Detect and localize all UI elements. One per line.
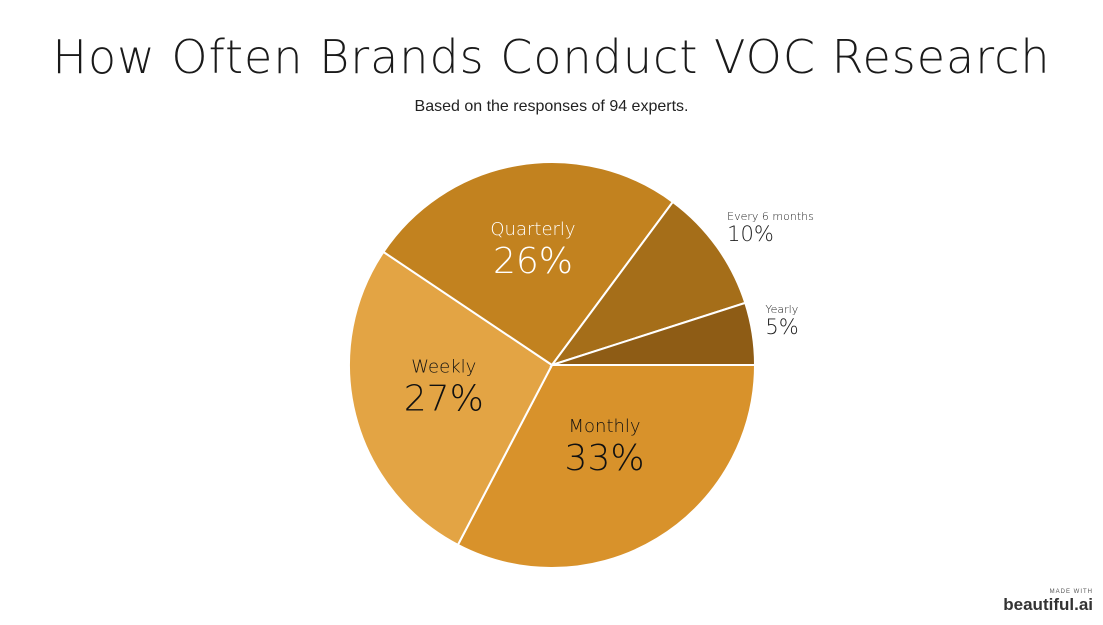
slice-value-every-6-months: 10% [727,222,774,246]
slice-value-monthly: 33% [565,438,645,479]
slice-value-yearly: 5% [765,315,798,339]
slice-label-quarterly: Quarterly [490,219,575,240]
pie-slice-yearly [551,301,757,366]
slice-label-weekly: Weekly [411,356,476,377]
pie-slices [348,161,757,569]
pie-slice-monthly [456,364,757,569]
slice-label-every-6-months: Every 6 months [727,210,814,223]
pie-slice-every-6-months [549,200,747,367]
chart-subtitle: Based on the responses of 94 experts. [414,98,689,115]
made-with-watermark: MADE WITH beautiful.ai [1003,589,1093,615]
pie-slice-weekly [348,250,554,547]
pie-slice-quarterly [382,161,675,367]
slice-label-yearly: Yearly [765,303,798,316]
slice-value-quarterly: 26% [493,241,573,282]
slice-value-weekly: 27% [404,378,484,419]
watermark-brand-logo: beautiful.ai [1003,595,1093,614]
watermark-made-with: MADE WITH [1049,589,1093,595]
slice-label-monthly: Monthly [569,416,641,437]
chart-title: How Often Brands Conduct VOC Research [52,30,1051,84]
